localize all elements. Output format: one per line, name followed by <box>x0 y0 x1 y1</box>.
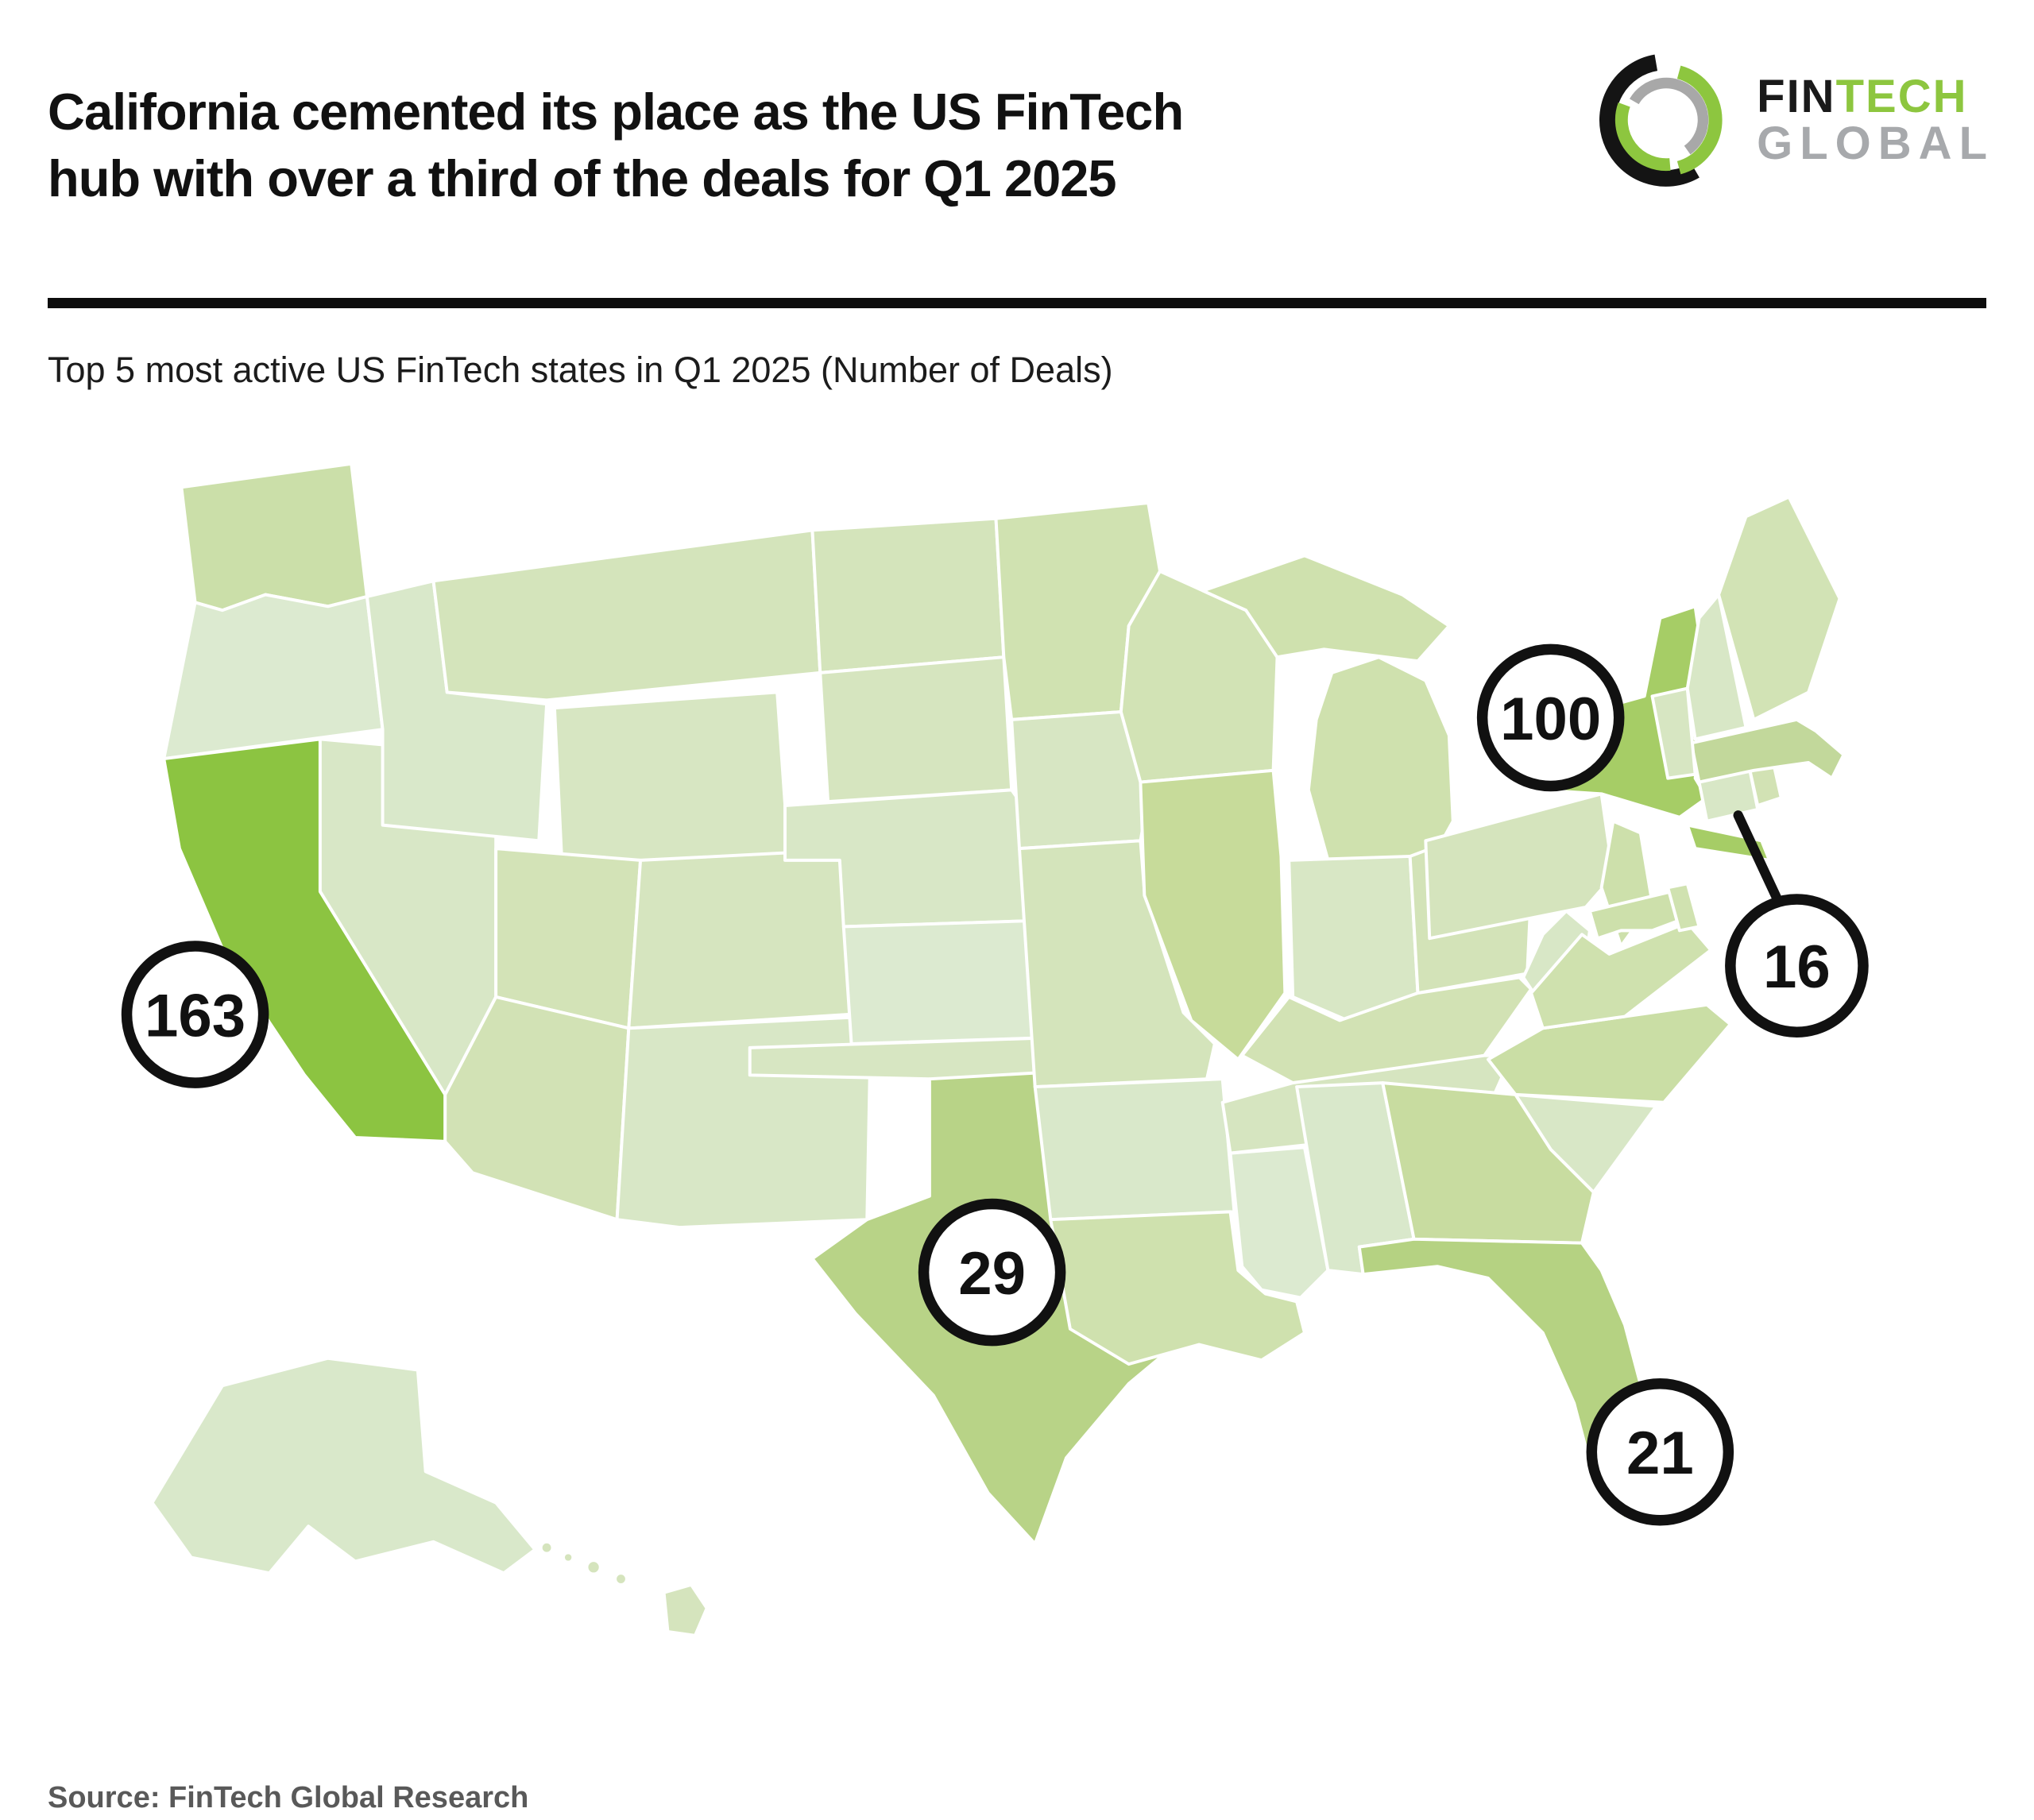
fintech-global-logo: FINTECH GLOBAL <box>1596 50 1994 190</box>
state-new-york-long-island <box>1685 823 1771 862</box>
state-maine <box>1717 495 1842 721</box>
state-mississippi <box>1228 1146 1330 1300</box>
state-south-dakota <box>818 655 1014 804</box>
massachusetts-callout-line <box>1733 810 1785 909</box>
logo-fin: FIN <box>1757 70 1836 122</box>
badge-massachusetts-value: 16 <box>1763 933 1831 1001</box>
state-florida <box>1357 1237 1650 1522</box>
state-arkansas <box>1033 1077 1236 1222</box>
state-washington <box>180 462 369 612</box>
badge-texas-value: 29 <box>958 1240 1026 1308</box>
state-south-carolina <box>1514 1093 1658 1194</box>
state-delaware <box>1666 882 1701 933</box>
state-pennsylvania <box>1424 792 1615 941</box>
state-michigan <box>1306 655 1455 862</box>
badge-new-york-value: 100 <box>1500 686 1601 753</box>
state-illinois <box>1139 768 1287 1061</box>
logo-global: GLOBAL <box>1757 118 1994 169</box>
state-north-dakota <box>810 516 1006 674</box>
state-new-hampshire <box>1685 593 1748 741</box>
state-indiana <box>1287 855 1420 1022</box>
state-massachusetts <box>1689 718 1846 784</box>
state-alaska <box>150 1356 537 1575</box>
us-map: 163 100 29 21 16 <box>35 405 2034 1776</box>
state-michigan-upper <box>1201 554 1451 663</box>
state-oregon <box>162 593 385 761</box>
chart-subtitle: Top 5 most active US FinTech states in Q… <box>48 350 1113 391</box>
state-hawaii <box>539 1540 709 1637</box>
title-divider <box>48 298 1986 309</box>
badge-florida: 21 <box>1586 1378 1734 1526</box>
logo-wordmark: FINTECH GLOBAL <box>1757 73 1994 167</box>
logo-tech: TECH <box>1835 70 1968 122</box>
badge-new-york: 100 <box>1476 643 1625 792</box>
page-title: California cemented its place as the US … <box>48 79 1184 213</box>
header: California cemented its place as the US … <box>0 0 2034 247</box>
badge-florida-value: 21 <box>1626 1420 1694 1487</box>
state-louisiana <box>1049 1210 1306 1366</box>
badge-california: 163 <box>121 941 269 1088</box>
state-virginia <box>1529 921 1713 1030</box>
state-vermont <box>1650 686 1697 780</box>
badge-massachusetts: 16 <box>1725 894 1869 1038</box>
badge-california-value: 163 <box>145 983 246 1050</box>
state-montana <box>431 528 822 702</box>
title-line-2: hub with over a third of the deals for Q… <box>48 149 1117 208</box>
title-line-1: California cemented its place as the US … <box>48 82 1184 141</box>
source-note: Source: FinTech Global Research <box>48 1781 529 1815</box>
badge-texas: 29 <box>918 1198 1066 1347</box>
logo-fintech: FINTECH <box>1757 73 1994 120</box>
state-wyoming <box>552 690 791 874</box>
us-map-canvas: 163 100 29 21 16 <box>121 462 1869 1637</box>
logo-rings-icon <box>1599 54 1723 187</box>
